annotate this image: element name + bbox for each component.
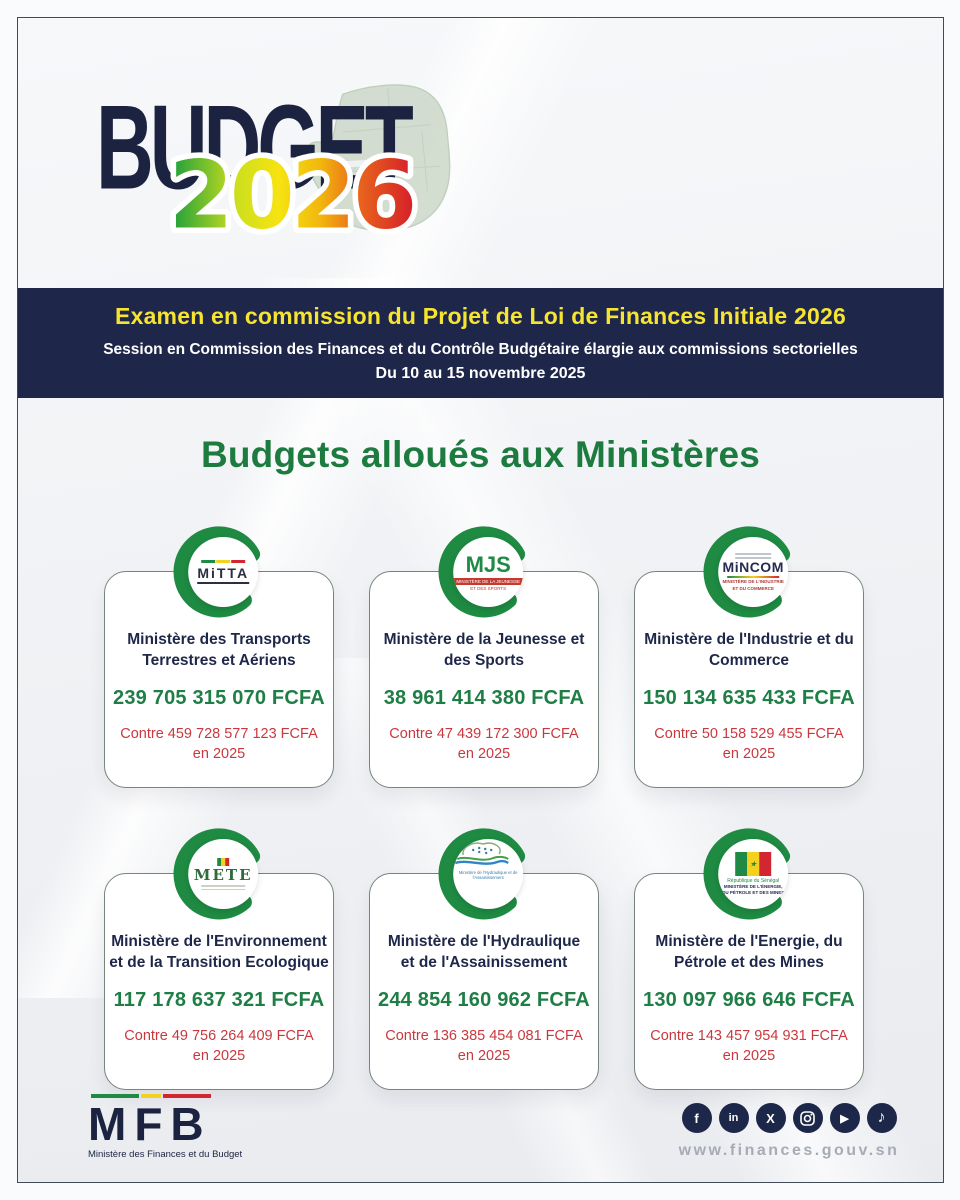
budget-wordmark: BUDGET [96, 80, 414, 214]
cloud-water-icon [454, 842, 509, 865]
ministry-logo-ring: METE [171, 826, 267, 922]
website-url[interactable]: www.finances.gouv.sn [678, 1142, 900, 1159]
mjs-logo: MJS MINISTÈRE DE LA JEUNESSE ET DES SPOR… [453, 537, 524, 607]
ministry-name: Ministère de l'Hydraulique et de l'Assai… [387, 933, 581, 971]
mfb-logo: MFB Ministère des Finances et du Budget [88, 1094, 278, 1160]
budget-2026-amount: 38 961 414 380 FCFA [383, 686, 585, 709]
hydraulique-logo: Ministère de l'Hydraulique et de l'Assai… [453, 839, 524, 909]
ministry-name: Ministère des Transports Terrestres et A… [127, 631, 311, 669]
banner-subtitle: Session en Commission des Finances et du… [103, 341, 858, 358]
banner-title: Examen en commission du Projet de Loi de… [115, 303, 846, 329]
tiktok-icon[interactable]: ♪ [866, 1103, 897, 1133]
budget-2025-comparison: Contre 459 728 577 123 FCFA en 2025 [120, 725, 318, 763]
poster-frame: BUDGET 2026 Examen en commission du Proj… [17, 17, 944, 1183]
budget-2026-amount: 244 854 160 962 FCFA [378, 988, 590, 1011]
mincom-logo: MiNCOM MINISTÈRE DE L'INDUSTRIE ET DU CO… [718, 537, 789, 607]
ministry-logo-ring: MiNCOM MINISTÈRE DE L'INDUSTRIE ET DU CO… [701, 524, 797, 620]
youtube-icon[interactable]: ▶ [829, 1103, 860, 1133]
ministry-cards-grid: MiTTA Ministère des Transports Terrestre… [104, 526, 864, 1090]
instagram-icon[interactable] [792, 1103, 823, 1133]
linkedin-icon[interactable]: in [718, 1103, 749, 1133]
mete-logo: METE [188, 839, 259, 909]
ministry-logo-ring: MiTTA [171, 524, 267, 620]
senegal-flag-icon [217, 858, 230, 866]
senegal-map [307, 84, 451, 232]
budget-2026-amount: 130 097 966 646 FCFA [643, 988, 855, 1011]
ministry-logo-ring: MJS MINISTÈRE DE LA JEUNESSE ET DES SPOR… [436, 524, 532, 620]
x-icon[interactable]: X [755, 1103, 786, 1133]
ministry-card-hydraulique: Ministère de l'Hydraulique et de l'Assai… [369, 828, 599, 1090]
budget-2025-comparison: Contre 47 439 172 300 FCFA en 2025 [389, 725, 579, 763]
ministry-name: Ministère de la Jeunesse et des Sports [383, 631, 585, 669]
ministry-card-energie: République du Sénégal MINISTÈRE DE L'ÉNE… [634, 828, 864, 1090]
senegal-flag-icon [735, 851, 772, 876]
flag-stripes-icon [91, 1094, 211, 1098]
flag-stripes-icon [201, 560, 246, 563]
ministry-name: Ministère de l'Industrie et du Commerce [644, 631, 854, 669]
energie-logo: République du Sénégal MINISTÈRE DE L'ÉNE… [718, 839, 789, 909]
mfb-acronym: MFB [88, 1098, 212, 1150]
ministry-card-environnement: METE Ministère de l'Environnement et de … [104, 828, 334, 1090]
budget-2025-comparison: Contre 50 158 529 455 FCFA en 2025 [654, 725, 844, 763]
mitta-logo: MiTTA [188, 537, 259, 607]
ministry-card-transports: MiTTA Ministère des Transports Terrestre… [104, 526, 334, 788]
budget-2026-amount: 239 705 315 070 FCFA [113, 686, 325, 709]
year-2026-wordmark: 2026 [163, 136, 423, 254]
social-links: f in X ▶ ♪ www.finances.gouv.sn [673, 1103, 905, 1160]
page-title: Budgets alloués aux Ministères [200, 434, 761, 475]
banner-dates: Du 10 au 15 novembre 2025 [375, 365, 586, 382]
budget-2025-comparison: Contre 49 756 264 409 FCFA en 2025 [124, 1027, 314, 1065]
budget-2025-comparison: Contre 143 457 954 931 FCFA en 2025 [650, 1027, 848, 1065]
facebook-icon[interactable]: f [681, 1103, 712, 1133]
session-banner: Examen en commission du Projet de Loi de… [18, 288, 943, 398]
ministry-card-industrie-commerce: MiNCOM MINISTÈRE DE L'INDUSTRIE ET DU CO… [634, 526, 864, 788]
ministry-name: Ministère de l'Environnement et de la Tr… [109, 933, 329, 971]
svg-text:2026: 2026 [169, 142, 414, 251]
budget-2026-amount: 150 134 635 433 FCFA [643, 686, 855, 709]
budget-2026-amount: 117 178 637 321 FCFA [113, 988, 325, 1011]
ministry-card-jeunesse-sports: MJS MINISTÈRE DE LA JEUNESSE ET DES SPOR… [369, 526, 599, 788]
ministry-logo-ring: Ministère de l'Hydraulique et de l'Assai… [436, 826, 532, 922]
ministry-name: Ministère de l'Energie, du Pétrole et de… [655, 933, 843, 971]
budget-2025-comparison: Contre 136 385 454 081 FCFA en 2025 [385, 1027, 583, 1065]
ministry-logo-ring: République du Sénégal MINISTÈRE DE L'ÉNE… [701, 826, 797, 922]
mfb-caption: Ministère des Finances et du Budget [88, 1148, 243, 1160]
